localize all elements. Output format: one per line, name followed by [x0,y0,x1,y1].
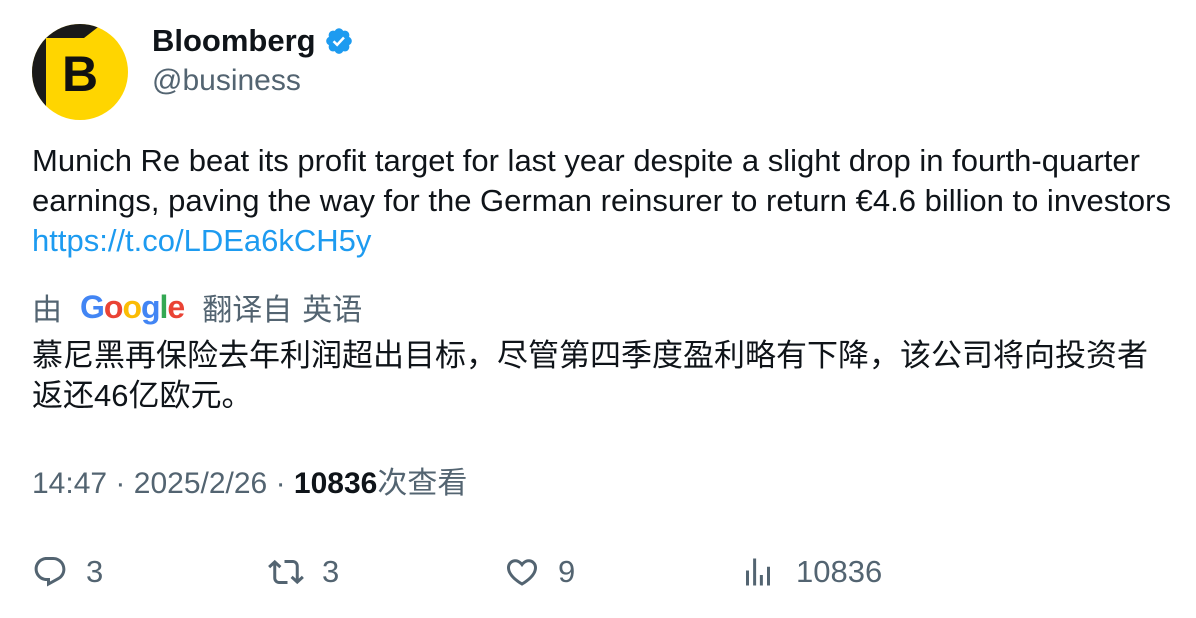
like-count: 9 [558,554,576,589]
retweet-button[interactable]: 3 [268,550,339,594]
meta-separator-2: · [275,467,286,500]
translation-source-language: 英语 [302,294,363,327]
views-button[interactable]: 10836 [740,550,882,594]
retweet-icon [268,559,304,585]
verified-badge-icon [324,26,354,56]
action-bar: 3 3 9 10836 [32,550,1172,594]
author-handle[interactable]: @business [152,64,301,97]
views-action-count: 10836 [796,554,883,589]
heart-icon [506,559,538,586]
views-label: 次查看 [377,467,468,500]
tweet-meta: 14:47 · 2025/2/26 · 10836次查看 [32,465,467,503]
views-icon [746,558,770,586]
meta-separator: · [115,467,126,500]
translation-prefix: 由 [32,294,62,327]
tweet-link[interactable]: https://t.co/LDEa6kCH5y [32,223,372,258]
reply-button[interactable]: 3 [32,550,103,594]
tweet-text: Munich Re beat its profit target for las… [32,141,1172,261]
author-name[interactable]: Bloomberg [152,22,354,60]
tweet-date[interactable]: 2025/2/26 [133,467,268,500]
reply-count: 3 [86,554,104,589]
bloomberg-logo-icon: B [32,24,128,120]
reply-icon [34,557,66,587]
avatar-letter: B [62,46,98,102]
avatar[interactable]: B [32,24,128,120]
like-button[interactable]: 9 [504,550,575,594]
translation-suffix: 翻译自 [202,294,293,327]
tweet-time[interactable]: 14:47 [32,467,108,500]
translated-text: 慕尼黑再保险去年利润超出目标，尽管第四季度盈利略有下降，该公司将向投资者返还46… [32,338,1148,413]
views-count: 10836 [293,467,378,500]
retweet-count: 3 [322,554,340,589]
translation-attribution: 由 Google 翻译自 英语 [32,287,363,328]
author-name-text[interactable]: Bloomberg [152,23,316,58]
google-logo: Google [80,288,185,325]
tweet-body: Munich Re beat its profit target for las… [32,143,1171,218]
